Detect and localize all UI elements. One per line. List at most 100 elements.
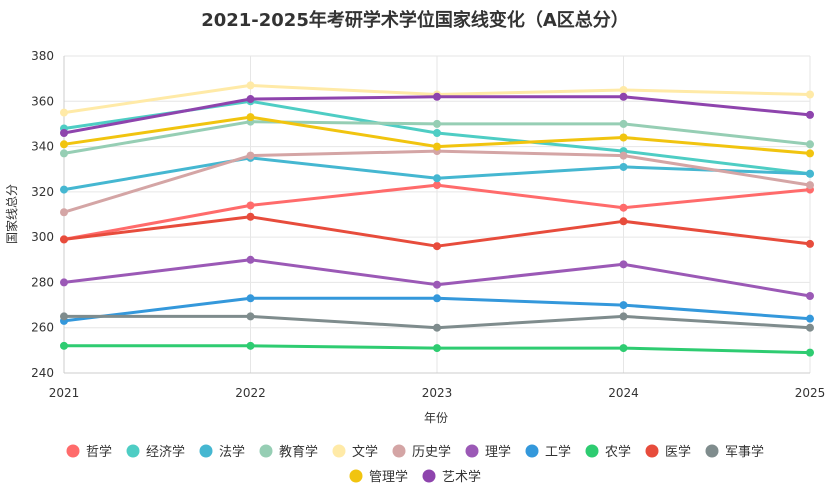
legend-label: 管理学 — [369, 469, 408, 485]
data-point — [60, 140, 68, 149]
axes: 240 260 280 300 320 340 360 380 2021 2022 2023 2024… — [31, 49, 825, 400]
chart-title: 2021-2025年考研学术学位国家线变化（A区总分） — [201, 9, 629, 31]
legend-label: 工学 — [545, 444, 571, 460]
legend-marker — [199, 444, 213, 458]
y-tick-label: 340 — [31, 140, 54, 154]
data-point — [433, 174, 441, 183]
data-point — [60, 312, 68, 321]
data-point — [60, 235, 68, 244]
data-point — [246, 113, 255, 122]
data-point — [60, 341, 68, 350]
y-axis-label: 国家线总分 — [4, 184, 19, 244]
y-tick-label: 360 — [31, 94, 54, 108]
legend-item[interactable]: 艺术学 — [422, 469, 482, 485]
legend-marker — [525, 444, 539, 458]
legend-marker — [332, 444, 346, 458]
data-point — [246, 212, 255, 221]
legend-label: 文学 — [352, 444, 378, 460]
y-tick-label: 300 — [31, 230, 54, 244]
x-tick-label: 2025 — [795, 386, 826, 400]
legend-item[interactable]: 法学 — [199, 444, 246, 460]
legend-item[interactable]: 教育学 — [259, 444, 319, 460]
data-point — [619, 301, 628, 310]
legend-label: 艺术学 — [442, 469, 481, 485]
legend-item[interactable]: 文学 — [332, 444, 379, 460]
data-point — [619, 151, 628, 160]
data-point — [806, 323, 814, 332]
data-point — [619, 85, 628, 94]
x-tick-label: 2023 — [422, 386, 453, 400]
y-tick-label: 260 — [31, 321, 54, 335]
legend-label: 教育学 — [279, 444, 318, 460]
data-point — [433, 142, 441, 151]
series-9 — [60, 341, 814, 357]
y-tick-label: 380 — [31, 49, 54, 63]
x-tick-label: 2022 — [235, 386, 266, 400]
data-point — [60, 208, 68, 217]
data-point — [60, 185, 68, 194]
data-point — [433, 119, 441, 128]
data-point — [246, 341, 255, 350]
data-point — [619, 260, 628, 269]
data-point — [246, 95, 255, 104]
data-point — [433, 294, 441, 303]
data-point — [619, 312, 628, 321]
legend-item[interactable]: 农学 — [585, 444, 632, 460]
data-point — [60, 108, 68, 117]
legend-item[interactable]: 医学 — [645, 444, 692, 460]
data-point — [806, 239, 814, 248]
data-point — [619, 344, 628, 353]
legend-marker — [645, 444, 659, 458]
data-point — [433, 280, 441, 289]
y-tick-label: 240 — [31, 366, 54, 380]
data-point — [619, 133, 628, 142]
series-10 — [60, 212, 814, 251]
legend-item[interactable]: 工学 — [525, 444, 572, 460]
data-point — [433, 242, 441, 251]
legend-label: 理学 — [485, 444, 511, 460]
data-point — [806, 292, 814, 301]
data-point — [433, 92, 441, 101]
data-point — [806, 348, 814, 357]
legend-marker — [585, 444, 599, 458]
data-point — [246, 81, 255, 90]
data-point — [806, 140, 814, 149]
data-point — [246, 312, 255, 321]
data-point — [246, 151, 255, 160]
legend-item[interactable]: 理学 — [465, 444, 512, 460]
data-point — [619, 119, 628, 128]
legend-item[interactable]: 历史学 — [392, 444, 452, 460]
legend-marker — [392, 444, 406, 458]
legend-marker — [66, 444, 80, 458]
legend-label: 法学 — [219, 444, 245, 460]
data-point — [619, 217, 628, 226]
data-point — [806, 181, 814, 190]
data-point — [619, 92, 628, 101]
legend-label: 历史学 — [412, 444, 451, 460]
data-point — [246, 294, 255, 303]
data-point — [60, 278, 68, 287]
legend-item[interactable]: 经济学 — [126, 444, 186, 460]
legend-label: 医学 — [665, 444, 691, 460]
legend-item[interactable]: 军事学 — [705, 444, 765, 460]
data-point — [433, 323, 441, 332]
series-13 — [60, 92, 814, 137]
y-tick-label: 320 — [31, 185, 54, 199]
legend-item[interactable]: 哲学 — [66, 444, 113, 460]
legend-marker — [705, 444, 719, 458]
series-3 — [60, 153, 814, 194]
legend-label: 农学 — [605, 444, 631, 460]
legend-item[interactable]: 管理学 — [349, 469, 409, 485]
series-11 — [60, 312, 814, 332]
legend-marker — [422, 469, 436, 483]
legend-label: 经济学 — [146, 444, 185, 460]
legend-label: 军事学 — [725, 444, 764, 460]
x-tick-label: 2021 — [49, 386, 80, 400]
data-point — [246, 201, 255, 210]
series-lines — [60, 81, 814, 357]
data-point — [60, 128, 68, 137]
data-point — [60, 149, 68, 158]
data-point — [806, 169, 814, 178]
